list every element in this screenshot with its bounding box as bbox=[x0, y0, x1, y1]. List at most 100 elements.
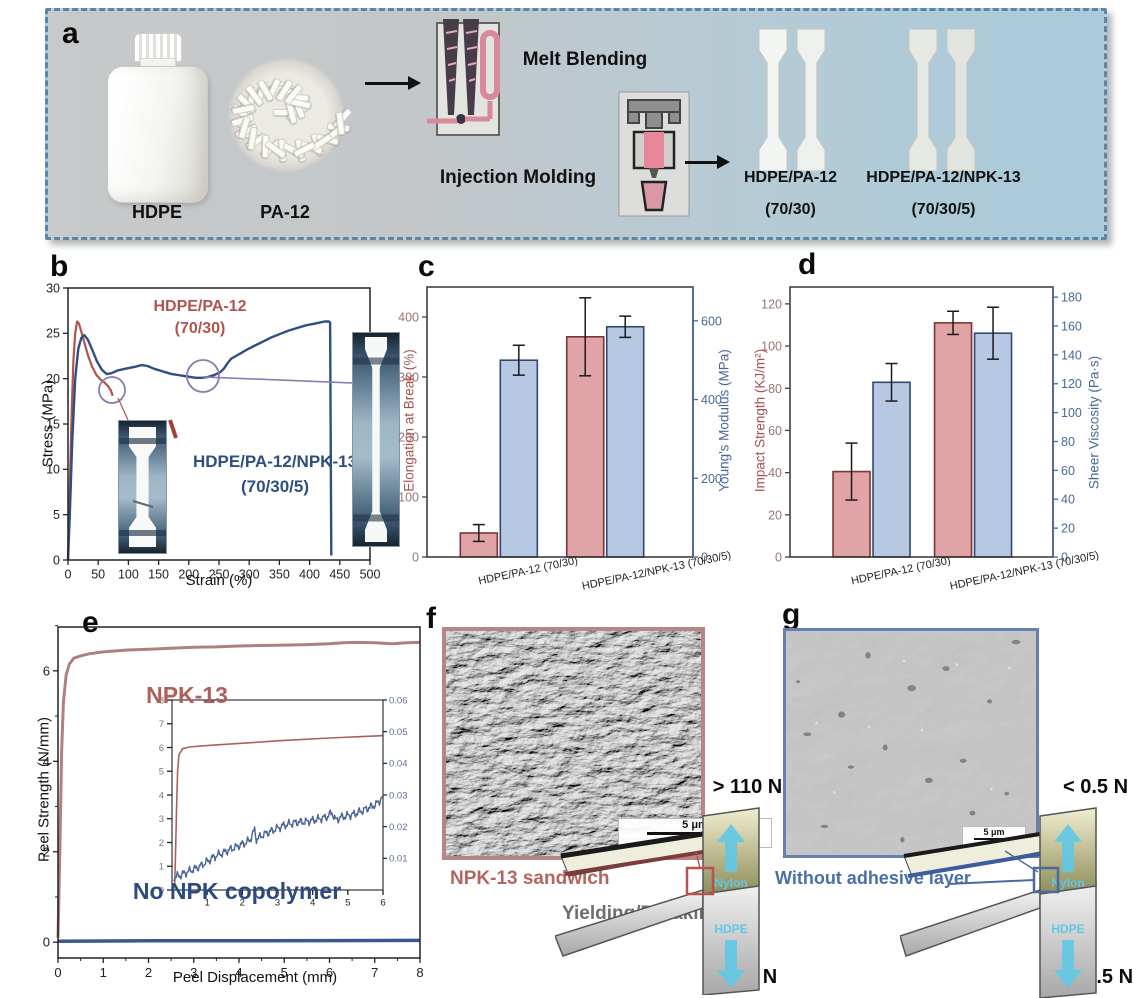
pa12-label: PA-12 bbox=[260, 202, 310, 222]
impact-viscosity-chart: 0 20 40 60 80 100 120 0 20 40 60 80 100 120 140 160 180 H… bbox=[761, 286, 1100, 593]
svg-text:80: 80 bbox=[768, 382, 782, 396]
svg-text:120: 120 bbox=[1061, 377, 1082, 391]
svg-text:450: 450 bbox=[329, 568, 350, 582]
force-top-f: > 110 N bbox=[712, 776, 783, 798]
svg-text:200: 200 bbox=[398, 431, 419, 445]
svg-text:100: 100 bbox=[1061, 406, 1082, 420]
svg-text:400: 400 bbox=[398, 311, 419, 325]
curve2-ratio: (70/30/5) bbox=[240, 477, 310, 496]
svg-text:8: 8 bbox=[159, 695, 164, 706]
panel-e-ylabel: Peel Strength (N/mm) bbox=[35, 716, 53, 863]
svg-text:25: 25 bbox=[46, 327, 60, 341]
svg-text:HDPE/PA-12 (70/30): HDPE/PA-12 (70/30) bbox=[477, 555, 579, 588]
svg-text:4: 4 bbox=[310, 898, 315, 909]
svg-text:7: 7 bbox=[159, 719, 164, 730]
panel-f-label: f bbox=[426, 602, 436, 635]
svg-text:1: 1 bbox=[100, 965, 107, 980]
panel-c-label: c bbox=[418, 250, 435, 283]
svg-text:500: 500 bbox=[360, 568, 381, 582]
dogbone-samples-icon bbox=[758, 28, 976, 172]
svg-text:0.02: 0.02 bbox=[389, 822, 408, 833]
hdpe-label: HDPE bbox=[131, 202, 182, 222]
svg-text:400: 400 bbox=[299, 568, 320, 582]
melt-blending-label: Melt Blending bbox=[522, 49, 648, 70]
svg-text:5: 5 bbox=[345, 898, 350, 909]
panel-e-label: e bbox=[82, 606, 99, 639]
force-top-g: < 0.5 N bbox=[1062, 776, 1129, 798]
svg-text:200: 200 bbox=[701, 472, 722, 486]
svg-text:HDPE/PA-12 (70/30): HDPE/PA-12 (70/30) bbox=[850, 555, 952, 588]
svg-text:0: 0 bbox=[53, 553, 60, 567]
svg-text:100: 100 bbox=[118, 568, 139, 582]
svg-text:20: 20 bbox=[768, 508, 782, 522]
extruder-icon bbox=[427, 19, 500, 136]
svg-text:6: 6 bbox=[326, 965, 333, 980]
hdpe-label-g: HDPE bbox=[1051, 922, 1084, 936]
svg-text:40: 40 bbox=[768, 466, 782, 480]
process-arrow-1 bbox=[365, 82, 409, 85]
svg-text:3: 3 bbox=[275, 898, 280, 909]
svg-text:20: 20 bbox=[46, 372, 60, 386]
svg-text:3: 3 bbox=[159, 814, 164, 825]
svg-text:100: 100 bbox=[761, 340, 782, 354]
panel-d-label: d bbox=[798, 248, 817, 281]
panel-a-label: a bbox=[62, 17, 79, 50]
curve1-ratio: (70/30) bbox=[174, 320, 226, 337]
svg-text:0.05: 0.05 bbox=[389, 727, 408, 738]
sample2-label: HDPE/PA-12/NPK-13 bbox=[866, 169, 1021, 186]
svg-text:2: 2 bbox=[145, 965, 152, 980]
nylon-label-f: Nylon bbox=[714, 876, 747, 890]
interface-marker-f bbox=[685, 866, 715, 896]
panel-b-label: b bbox=[50, 250, 69, 283]
svg-text:0: 0 bbox=[54, 965, 61, 980]
panel-g-label: g bbox=[782, 598, 801, 631]
svg-text:350: 350 bbox=[269, 568, 290, 582]
svg-text:20: 20 bbox=[1061, 522, 1075, 536]
svg-text:80: 80 bbox=[1061, 435, 1075, 449]
svg-text:250: 250 bbox=[209, 568, 230, 582]
svg-text:5: 5 bbox=[53, 508, 60, 522]
svg-text:400: 400 bbox=[701, 393, 722, 407]
panel-c-left-ylabel: Elongation at Break (%) bbox=[401, 349, 417, 492]
sem-g-scalebar-line bbox=[974, 838, 1014, 840]
no-npk-curve-label: No NPK copolymer bbox=[132, 878, 342, 904]
curve2-label: HDPE/PA-12/NPK-13 bbox=[192, 452, 358, 471]
panel-d-left-ylabel: Impact Strength (KJ/m²) bbox=[752, 348, 768, 493]
peel-strength-chart: 0 1 2 3 4 5 6 7 8 0 2 4 6 1 2 3 4 5 6 0 1 2 3 4 5 6 7 8 0.01 0.02 0.03… bbox=[43, 625, 424, 980]
panel-c-right-ylabel: Young's Modulus (MPa) bbox=[716, 349, 732, 492]
svg-text:5: 5 bbox=[159, 767, 164, 778]
svg-text:0: 0 bbox=[43, 935, 50, 950]
svg-text:140: 140 bbox=[1061, 348, 1082, 362]
svg-text:0: 0 bbox=[1061, 551, 1068, 565]
svg-text:2: 2 bbox=[240, 898, 245, 909]
svg-text:1: 1 bbox=[159, 862, 164, 873]
panel-b-ylabel: Stress (MPa) bbox=[39, 379, 57, 468]
nylon-label-g: Nylon bbox=[1051, 876, 1084, 890]
svg-text:100: 100 bbox=[398, 491, 419, 505]
curve1-label: HDPE/PA-12 bbox=[153, 298, 247, 315]
svg-text:8: 8 bbox=[416, 965, 423, 980]
broken-specimen-shape bbox=[119, 427, 166, 547]
svg-text:0.04: 0.04 bbox=[389, 759, 408, 770]
svg-text:4: 4 bbox=[159, 790, 164, 801]
svg-text:120: 120 bbox=[761, 297, 782, 311]
svg-text:3: 3 bbox=[190, 965, 197, 980]
svg-text:7: 7 bbox=[371, 965, 378, 980]
stress-strain-chart: 0 50 100 150 200 250 300 350 400 450 500 0 5 10 15 20 25… bbox=[46, 281, 381, 582]
svg-text:300: 300 bbox=[239, 568, 260, 582]
svg-text:0: 0 bbox=[412, 551, 419, 565]
svg-text:30: 30 bbox=[46, 281, 60, 295]
svg-text:5: 5 bbox=[281, 965, 288, 980]
svg-text:0: 0 bbox=[159, 885, 164, 896]
svg-text:600: 600 bbox=[701, 314, 722, 328]
panel-b-xlabel: Strain (%) bbox=[185, 572, 253, 589]
svg-text:0.06: 0.06 bbox=[389, 695, 408, 706]
sem-f-scalebar-text: 5 μm bbox=[682, 819, 708, 831]
svg-text:2: 2 bbox=[43, 844, 50, 859]
injection-machine-icon bbox=[618, 91, 690, 217]
svg-text:40: 40 bbox=[1061, 493, 1075, 507]
hdpe-label-f: HDPE bbox=[714, 922, 747, 936]
svg-text:160: 160 bbox=[1061, 319, 1082, 333]
svg-text:6: 6 bbox=[380, 898, 385, 909]
